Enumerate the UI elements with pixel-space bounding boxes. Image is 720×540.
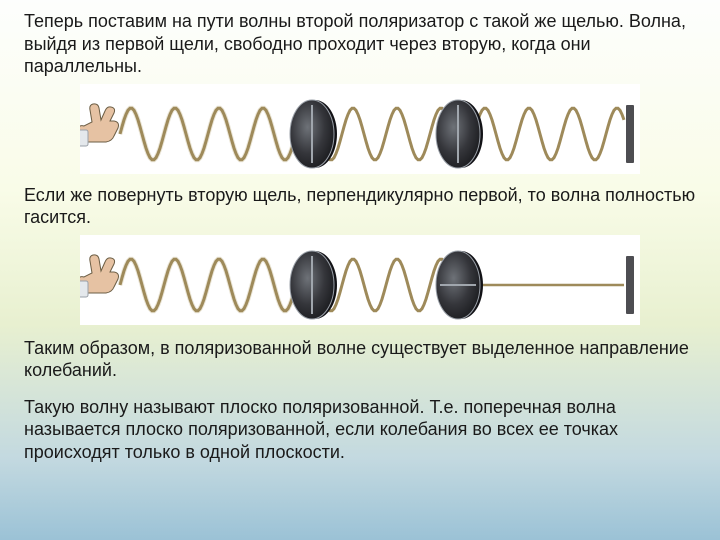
paragraph-4: Такую волну называют плоско поляризованн…: [0, 382, 720, 464]
paragraph-1: Теперь поставим на пути волны второй пол…: [0, 0, 720, 78]
figure-block: [80, 235, 640, 325]
figure-2-wrap: [0, 229, 720, 329]
figure-1-wrap: [0, 78, 720, 178]
paragraph-3: Таким образом, в поляризованной волне су…: [0, 329, 720, 382]
paragraph-2: Если же повернуть вторую щель, перпендик…: [0, 178, 720, 229]
figure-pass: [80, 84, 640, 174]
